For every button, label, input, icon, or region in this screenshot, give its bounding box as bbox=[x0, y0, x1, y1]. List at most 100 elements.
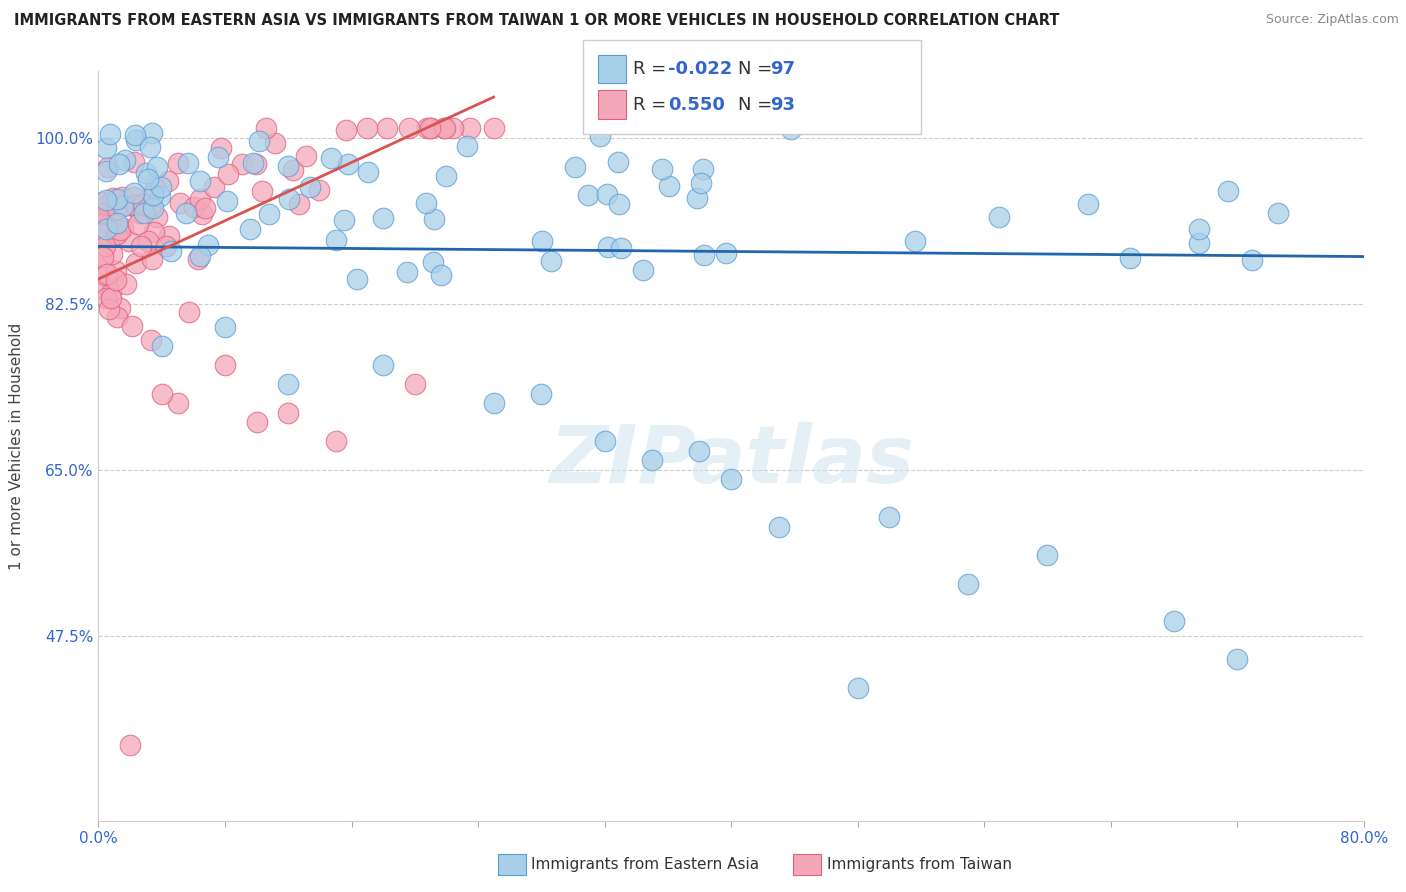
Point bbox=[129, 206, 152, 220]
Point bbox=[371, 211, 394, 225]
Point bbox=[103, 191, 125, 205]
Point bbox=[96, 160, 118, 174]
Point bbox=[598, 240, 620, 254]
Point bbox=[482, 396, 505, 410]
Point bbox=[100, 215, 122, 229]
Point bbox=[131, 204, 153, 219]
Point bbox=[396, 265, 419, 279]
Point bbox=[277, 377, 299, 392]
Point bbox=[114, 153, 136, 168]
Point bbox=[877, 510, 900, 524]
Point bbox=[281, 163, 304, 178]
Point bbox=[142, 188, 165, 202]
Point bbox=[91, 282, 114, 296]
Point bbox=[239, 222, 262, 236]
Point bbox=[115, 277, 138, 292]
Text: -0.022: -0.022 bbox=[668, 60, 733, 78]
Point bbox=[177, 156, 200, 170]
Point bbox=[209, 141, 232, 155]
Point bbox=[460, 121, 482, 136]
Point bbox=[398, 121, 420, 136]
Point bbox=[108, 301, 131, 315]
Point bbox=[135, 166, 157, 180]
Point bbox=[595, 186, 617, 201]
Point bbox=[111, 190, 134, 204]
Point bbox=[190, 207, 212, 221]
Point bbox=[91, 195, 114, 210]
Point bbox=[607, 155, 630, 169]
Point bbox=[1241, 252, 1264, 267]
Point bbox=[277, 193, 299, 207]
Point bbox=[1267, 206, 1289, 220]
Point bbox=[148, 188, 170, 202]
Point bbox=[214, 359, 236, 373]
Point bbox=[714, 245, 737, 260]
Point bbox=[167, 156, 190, 170]
Point bbox=[142, 225, 165, 239]
Point bbox=[308, 183, 330, 197]
Point bbox=[531, 234, 554, 248]
Point bbox=[141, 334, 163, 348]
Point bbox=[768, 519, 790, 533]
Point bbox=[150, 339, 173, 353]
Point bbox=[91, 248, 114, 262]
Point bbox=[136, 171, 159, 186]
Point bbox=[124, 128, 146, 142]
Point bbox=[118, 235, 141, 249]
Text: Source: ZipAtlas.com: Source: ZipAtlas.com bbox=[1265, 13, 1399, 27]
Point bbox=[150, 387, 173, 401]
Text: ZIPatlas: ZIPatlas bbox=[548, 422, 914, 500]
Point bbox=[187, 252, 209, 266]
Point bbox=[254, 121, 277, 136]
Point bbox=[257, 207, 280, 221]
Point bbox=[193, 201, 215, 215]
Point bbox=[375, 121, 398, 136]
Point bbox=[689, 176, 711, 190]
Point bbox=[96, 222, 118, 236]
Point bbox=[356, 121, 378, 136]
Point bbox=[207, 150, 229, 164]
Point bbox=[197, 238, 219, 252]
Point bbox=[174, 206, 197, 220]
Point bbox=[651, 161, 673, 176]
Point bbox=[693, 248, 716, 262]
Point bbox=[188, 174, 211, 188]
Point bbox=[686, 191, 709, 205]
Point bbox=[107, 202, 129, 216]
Point bbox=[121, 319, 143, 334]
Point bbox=[101, 247, 124, 261]
Point bbox=[96, 163, 118, 178]
Point bbox=[589, 129, 612, 144]
Point bbox=[97, 301, 120, 316]
Point bbox=[96, 267, 118, 281]
Point bbox=[658, 179, 681, 194]
Point bbox=[433, 121, 456, 136]
Point bbox=[988, 210, 1011, 224]
Text: 0.550: 0.550 bbox=[668, 95, 724, 113]
Point bbox=[105, 227, 128, 241]
Point bbox=[91, 227, 114, 241]
Point bbox=[93, 239, 115, 253]
Point bbox=[904, 234, 927, 248]
Point bbox=[576, 187, 599, 202]
Point bbox=[94, 268, 117, 283]
Point bbox=[1163, 615, 1185, 629]
Point bbox=[177, 305, 200, 319]
Point bbox=[108, 157, 131, 171]
Point bbox=[91, 206, 114, 220]
Point bbox=[202, 180, 225, 194]
Point bbox=[146, 161, 169, 175]
Point bbox=[217, 194, 239, 208]
Point bbox=[107, 192, 129, 206]
Point bbox=[404, 377, 426, 392]
Point bbox=[139, 140, 162, 154]
Point bbox=[957, 576, 980, 591]
Text: Immigrants from Taiwan: Immigrants from Taiwan bbox=[827, 857, 1012, 871]
Point bbox=[434, 121, 457, 136]
Point bbox=[422, 254, 444, 268]
Point bbox=[122, 190, 145, 204]
Point bbox=[143, 181, 166, 195]
Point bbox=[129, 239, 152, 253]
Point bbox=[112, 199, 135, 213]
Point bbox=[456, 139, 478, 153]
